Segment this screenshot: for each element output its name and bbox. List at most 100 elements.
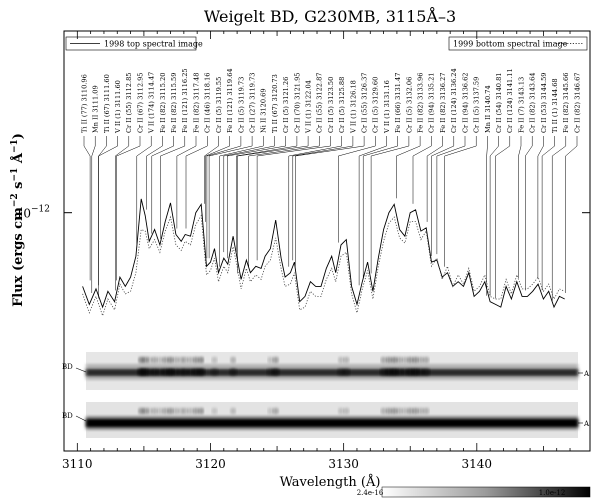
line-id-label: Cr II (53) 3144.59 xyxy=(540,73,548,134)
line-id-label: Cr II (82) 3143.64 xyxy=(529,73,537,134)
line-id-leader xyxy=(358,136,387,286)
line-id-label: Cr II (5) 3119.55 xyxy=(215,77,223,133)
spectral-feature xyxy=(401,356,408,364)
line-id-label: Cr II (55) 3122.87 xyxy=(316,73,324,134)
x-tick-label: 3120 xyxy=(195,457,226,471)
line-id-label: Ni II 3120.69 xyxy=(260,88,268,133)
line-id-leader xyxy=(204,136,219,204)
spectral-feature xyxy=(192,356,199,364)
line-id-leader xyxy=(176,136,197,229)
line-id-label: Fe II (82) 3136.27 xyxy=(439,73,447,133)
chart-title: Weigelt BD, G230MB, 3115Å–3 xyxy=(204,6,456,26)
spectral-feature xyxy=(343,356,350,364)
bd-label-bottom: BD xyxy=(62,412,73,420)
spectral-feature xyxy=(182,356,189,364)
spectral-feature xyxy=(343,407,350,415)
spectral-feature xyxy=(412,407,419,415)
spectral-feature xyxy=(407,356,414,364)
spectral-feature xyxy=(396,356,403,364)
line-id-label: Fe II (82) 3115.59 xyxy=(170,73,178,133)
line-id-label: Fe II (82) 3115.20 xyxy=(159,73,167,133)
ylabel-part: Å xyxy=(10,152,26,168)
spectral-image-bottom-core xyxy=(86,419,578,427)
legend-left-box xyxy=(65,36,197,51)
line-id-leader xyxy=(537,136,544,279)
spectral-image-top-core xyxy=(86,369,578,376)
ylabel-part: ) xyxy=(11,133,26,139)
line-id-label: V II (1) 3111.60 xyxy=(114,80,122,134)
line-id-leader xyxy=(525,136,533,291)
line-id-leader xyxy=(362,136,398,279)
spectral-image-bottom xyxy=(86,402,578,438)
spectral-feature xyxy=(172,356,179,364)
spectral-feature xyxy=(167,356,174,364)
line-id-leader xyxy=(206,136,242,259)
x-tick-label: 3110 xyxy=(62,457,93,471)
line-id-label: V II (1) 3122.04 xyxy=(304,80,312,134)
line-id-label: Fe II (82) 3145.66 xyxy=(562,73,570,133)
a-label-bottom: A xyxy=(583,420,590,428)
line-id-leader xyxy=(237,136,309,274)
line-id-leader xyxy=(185,136,208,229)
line-id-label: Fe II (66) 3131.47 xyxy=(394,73,402,133)
line-id-label: Cr II (55) 3126.37 xyxy=(361,73,369,134)
spectral-feature xyxy=(396,407,403,415)
series-1998-line xyxy=(82,198,565,309)
line-id-leader xyxy=(426,136,443,222)
line-id-label: V II (174) 3114.47 xyxy=(148,72,156,134)
line-id-leader xyxy=(412,136,432,204)
line-id-leader xyxy=(489,136,499,296)
line-id-label: Cr II (55) 3112.85 xyxy=(125,73,133,134)
line-id-leader xyxy=(115,136,130,291)
spectral-feature xyxy=(182,407,189,415)
line-id-leader xyxy=(91,136,96,293)
ylabel-part: s xyxy=(11,181,26,193)
line-id-label: Cr II (5) 3121.26 xyxy=(282,77,290,133)
line-id-label: Cr II (67) 3112.95 xyxy=(136,73,144,134)
line-id-label: Cr II (27) 3119.73 xyxy=(248,72,256,133)
line-id-label: Fe II (82) 3133.96 xyxy=(417,73,425,133)
line-id-label: Ti II (77) 3110.96 xyxy=(80,74,88,133)
line-id-label: Fe II (7) 3143.13 xyxy=(517,77,525,133)
spectral-feature xyxy=(192,407,199,415)
line-id-leader xyxy=(436,136,466,255)
spectral-feature xyxy=(412,356,419,364)
spectral-feature xyxy=(230,356,237,364)
spectral-feature xyxy=(342,368,351,376)
line-id-leader xyxy=(208,136,253,259)
legend-right-label: 1999 bottom spectral image xyxy=(453,40,568,49)
legend-right-box xyxy=(448,36,588,51)
line-identifications: Ti II (77) 3110.96 Mn II 3111.09 Ti II (67… xyxy=(80,68,581,302)
spectral-feature xyxy=(156,407,163,415)
line-id-label: Ti II (67) 3111.60 xyxy=(103,74,111,133)
line-id-label: Fe II (121) 3116.25 xyxy=(181,68,189,133)
line-id-leader xyxy=(486,136,488,296)
line-id-label: Cr II (5) 3132.06 xyxy=(405,77,413,133)
line-id-leader xyxy=(116,136,141,281)
spectral-feature xyxy=(272,407,279,415)
bd-label-top: BD xyxy=(62,363,73,371)
spectral-feature xyxy=(151,356,158,364)
spectrum-series xyxy=(82,198,565,317)
spectral-feature xyxy=(407,407,414,415)
spectral-feature xyxy=(198,407,205,415)
bd-marker-top xyxy=(75,367,87,373)
line-id-leader xyxy=(236,136,298,253)
line-id-leader xyxy=(227,136,286,259)
spectral-feature xyxy=(267,407,274,415)
line-id-label: Ti II (67) 3120.73 xyxy=(271,74,279,133)
line-id-label: Fe II (82) 3117.48 xyxy=(192,73,200,133)
line-id-leader xyxy=(83,136,91,281)
line-id-leader xyxy=(288,136,342,267)
spectral-feature xyxy=(385,356,392,364)
x-axis: 3110 3120 3130 3140 xyxy=(62,31,571,471)
spectral-feature xyxy=(391,407,398,415)
line-id-leader xyxy=(370,136,410,274)
spectral-feature xyxy=(422,368,431,376)
spectral-feature xyxy=(162,356,169,364)
line-id-label: V II (1) 3126.18 xyxy=(349,80,357,134)
spectral-feature xyxy=(272,356,279,364)
line-id-leader xyxy=(396,136,421,199)
ylabel-part: −1 xyxy=(10,139,20,153)
spectral-feature xyxy=(151,407,158,415)
